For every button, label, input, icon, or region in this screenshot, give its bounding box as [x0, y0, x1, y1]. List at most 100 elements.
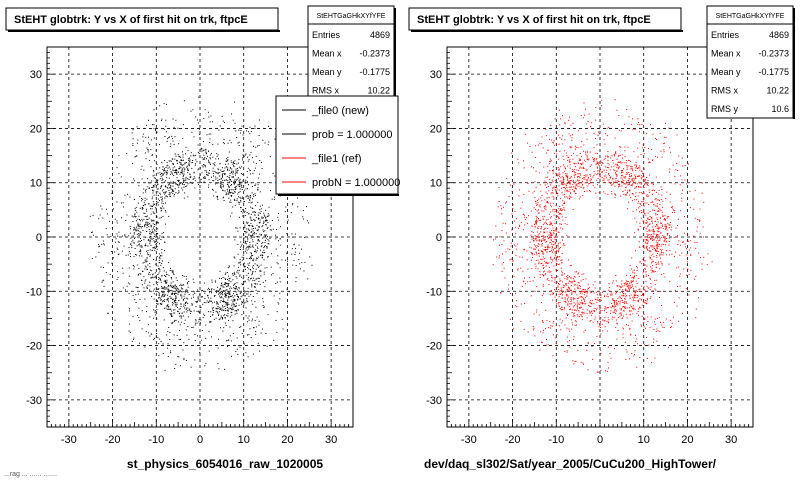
- scatter-point: [217, 172, 219, 174]
- scatter-point: [613, 169, 615, 171]
- scatter-point: [254, 184, 256, 186]
- scatter-point: [111, 306, 113, 308]
- scatter-point: [111, 262, 113, 264]
- scatter-point: [556, 250, 558, 252]
- scatter-point: [175, 286, 177, 288]
- scatter-point: [267, 236, 269, 238]
- scatter-point: [510, 242, 512, 244]
- scatter-point: [218, 158, 219, 160]
- scatter-point: [231, 299, 233, 301]
- scatter-point: [605, 308, 607, 310]
- scatter-point: [273, 339, 275, 341]
- scatter-point: [573, 336, 575, 338]
- scatter-point: [148, 229, 150, 230]
- scatter-point: [164, 160, 166, 161]
- scatter-point: [583, 102, 585, 104]
- scatter-point: [263, 231, 265, 233]
- scatter-point: [169, 339, 171, 340]
- scatter-point: [534, 263, 536, 265]
- scatter-point: [182, 156, 184, 158]
- scatter-point: [137, 286, 139, 288]
- scatter-point: [172, 190, 174, 191]
- scatter-point: [221, 171, 223, 173]
- scatter-point: [181, 315, 183, 317]
- scatter-point: [148, 187, 150, 189]
- scatter-point: [161, 196, 163, 198]
- scatter-point: [220, 308, 221, 310]
- scatter-point: [238, 129, 240, 131]
- scatter-point: [669, 237, 671, 239]
- scatter-point: [168, 190, 170, 191]
- scatter-point: [643, 221, 645, 223]
- scatter-point: [659, 208, 661, 210]
- scatter-point: [655, 264, 657, 265]
- scatter-point: [607, 296, 609, 298]
- scatter-point: [650, 216, 652, 218]
- scatter-point: [178, 143, 180, 145]
- scatter-point: [183, 315, 185, 317]
- scatter-point: [207, 174, 208, 176]
- scatter-point: [205, 149, 207, 151]
- scatter-point: [579, 167, 581, 169]
- scatter-point: [150, 276, 152, 278]
- y-tick-label: -10: [426, 286, 442, 298]
- scatter-point: [636, 312, 638, 314]
- scatter-point: [109, 177, 111, 179]
- scatter-point: [559, 278, 561, 280]
- scatter-point: [590, 305, 592, 307]
- scatter-point: [237, 230, 239, 232]
- scatter-point: [131, 340, 133, 342]
- scatter-point: [157, 184, 159, 186]
- scatter-point: [574, 309, 576, 311]
- scatter-point: [583, 299, 585, 301]
- scatter-point: [657, 156, 658, 158]
- scatter-point: [235, 286, 237, 287]
- scatter-point: [648, 287, 650, 289]
- scatter-point: [208, 186, 209, 188]
- scatter-point: [250, 141, 252, 143]
- scatter-point: [251, 254, 252, 256]
- scatter-point: [651, 261, 653, 263]
- scatter-point: [539, 162, 541, 164]
- scatter-point: [177, 171, 179, 173]
- scatter-point: [634, 297, 636, 299]
- scatter-point: [618, 300, 620, 302]
- scatter-point: [186, 185, 188, 187]
- scatter-point: [619, 313, 621, 315]
- scatter-point: [582, 195, 584, 196]
- scatter-point: [573, 279, 575, 281]
- scatter-point: [131, 247, 133, 249]
- scatter-point: [584, 177, 586, 179]
- scatter-point: [148, 254, 150, 256]
- scatter-point: [216, 155, 218, 157]
- scatter-point: [257, 240, 259, 242]
- scatter-point: [173, 298, 175, 300]
- scatter-point: [243, 201, 245, 203]
- scatter-point: [252, 226, 254, 227]
- scatter-point: [166, 305, 168, 307]
- scatter-point: [564, 150, 566, 152]
- scatter-point: [519, 224, 521, 226]
- scatter-point: [135, 216, 136, 218]
- scatter-point: [659, 239, 661, 241]
- scatter-point: [155, 239, 157, 241]
- scatter-point: [171, 293, 173, 295]
- scatter-point: [536, 220, 538, 222]
- scatter-point: [172, 181, 174, 183]
- scatter-point: [195, 116, 197, 118]
- scatter-point: [619, 185, 621, 187]
- scatter-point: [194, 180, 196, 182]
- scatter-point: [164, 181, 166, 183]
- scatter-point: [135, 294, 137, 296]
- scatter-point: [589, 183, 591, 184]
- scatter-point: [544, 236, 546, 238]
- scatter-point: [595, 152, 597, 154]
- scatter-point: [207, 155, 208, 157]
- scatter-point: [201, 172, 203, 174]
- scatter-point: [658, 245, 660, 247]
- scatter-point: [221, 278, 222, 279]
- scatter-point: [662, 252, 664, 254]
- scatter-point: [616, 109, 618, 111]
- scatter-point: [210, 321, 212, 323]
- scatter-point: [251, 300, 253, 302]
